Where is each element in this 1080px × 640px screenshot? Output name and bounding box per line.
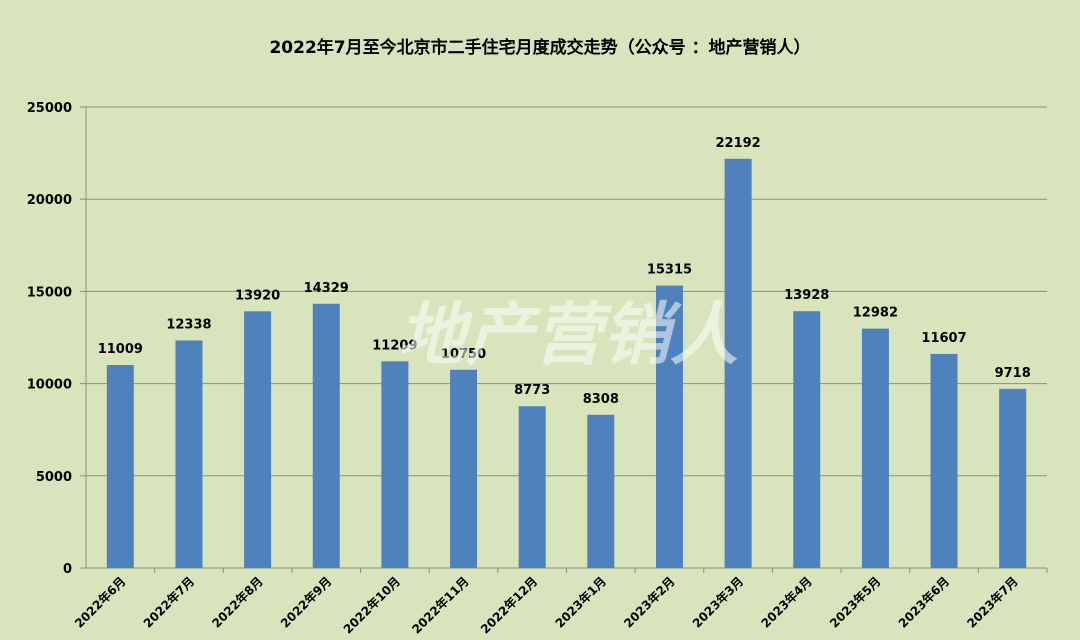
y-tick-labels: 0 5000 10000 15000 20000 25000 bbox=[27, 101, 72, 577]
x-tick-label: 2023年3月 bbox=[689, 574, 746, 631]
x-tick-label: 2022年9月 bbox=[277, 574, 334, 631]
x-tick-label: 2023年7月 bbox=[964, 574, 1021, 631]
chart-title: 2022年7月至今北京市二手住宅月度成交走势（公众号 ：地产营销人） bbox=[269, 37, 810, 58]
y-tick-label: 15000 bbox=[27, 285, 72, 300]
data-label: 13928 bbox=[784, 288, 829, 303]
data-label: 13920 bbox=[235, 288, 280, 303]
bar bbox=[381, 361, 409, 568]
x-tick-label: 2023年1月 bbox=[552, 574, 609, 631]
bar bbox=[930, 353, 958, 568]
watermark-text: 地产营销人 bbox=[398, 296, 738, 375]
data-label: 14329 bbox=[304, 281, 349, 296]
x-tick-label: 2022年7月 bbox=[140, 574, 197, 631]
x-tick-label: 2023年4月 bbox=[758, 574, 815, 631]
x-tick-label: 2022年10月 bbox=[340, 574, 403, 637]
bar bbox=[999, 388, 1027, 568]
y-tick-label: 5000 bbox=[36, 470, 72, 485]
bar bbox=[861, 328, 889, 568]
data-label: 12338 bbox=[166, 317, 211, 332]
bar bbox=[312, 303, 340, 568]
bar bbox=[655, 285, 683, 568]
data-label: 9718 bbox=[995, 366, 1031, 381]
gridlines bbox=[86, 106, 1047, 477]
bar bbox=[793, 311, 821, 568]
data-label: 8308 bbox=[583, 392, 619, 407]
data-label: 15315 bbox=[647, 263, 692, 278]
y-tick-label: 20000 bbox=[27, 193, 72, 208]
x-tick-label: 2022年8月 bbox=[209, 574, 266, 631]
y-tick-label: 0 bbox=[63, 562, 72, 577]
data-label: 11009 bbox=[98, 342, 143, 357]
x-tick-label: 2023年6月 bbox=[895, 574, 952, 631]
bar bbox=[450, 369, 478, 568]
data-label: 22192 bbox=[715, 136, 760, 151]
bars bbox=[106, 158, 1027, 568]
x-tick-label: 2022年12月 bbox=[477, 574, 540, 637]
bar bbox=[106, 364, 134, 568]
bar bbox=[244, 311, 272, 568]
data-label: 8773 bbox=[514, 383, 550, 398]
data-labels: 11009 12338 13920 14329 11209 10750 8773 8308 15… bbox=[98, 136, 1031, 407]
data-label: 11209 bbox=[372, 338, 417, 353]
data-label: 12982 bbox=[853, 306, 898, 321]
bar bbox=[587, 414, 615, 568]
x-tick-label: 2023年5月 bbox=[826, 574, 883, 631]
x-tick-labels: 2022年6月 2022年7月 2022年8月 2022年9月 2022年10月 2022… bbox=[71, 574, 1020, 637]
x-tick-label: 2023年2月 bbox=[620, 574, 677, 631]
data-label: 11607 bbox=[921, 331, 966, 346]
x-tick-label: 2022年6月 bbox=[71, 574, 128, 631]
bar bbox=[518, 406, 546, 568]
data-label: 10750 bbox=[441, 347, 486, 362]
y-tick-label: 25000 bbox=[27, 101, 72, 116]
bar bbox=[175, 340, 203, 568]
bar bbox=[724, 158, 752, 568]
x-tick-label: 2022年11月 bbox=[409, 574, 472, 637]
y-tick-label: 10000 bbox=[27, 378, 72, 393]
